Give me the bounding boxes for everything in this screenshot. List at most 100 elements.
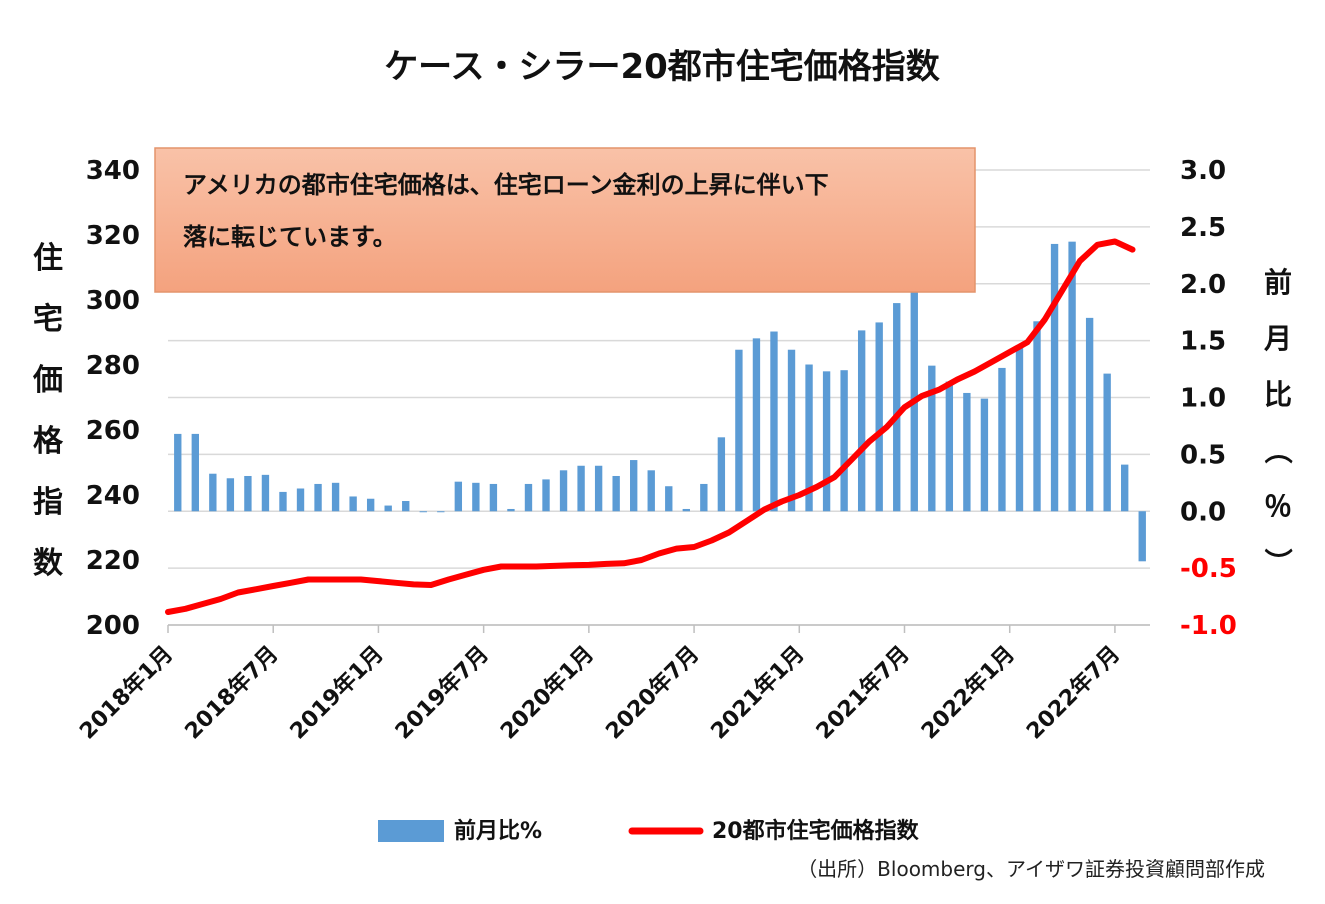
bar [489, 483, 498, 512]
bar [209, 473, 217, 512]
bar [735, 349, 743, 512]
y-left-label-char: 指 [33, 485, 63, 520]
y-right-tick-label: 3.0 [1180, 156, 1226, 186]
bar [630, 460, 638, 512]
y-left-tick-label: 280 [86, 351, 140, 381]
bar [366, 498, 375, 512]
bar [594, 465, 603, 512]
bar [174, 433, 182, 512]
y-right-label-char: ％ [1264, 490, 1292, 523]
y-left-label-char: 宅 [33, 302, 63, 337]
bar [787, 349, 796, 512]
bar [226, 478, 235, 512]
y-left-tick-label: 200 [86, 611, 140, 641]
bar [279, 491, 287, 512]
y-right-label-char: 月 [1263, 322, 1292, 355]
bar [1121, 464, 1129, 512]
bar [963, 392, 971, 512]
y-left-tick-label: 340 [86, 156, 140, 186]
bar [682, 508, 690, 512]
bar [980, 398, 989, 512]
bar [665, 486, 673, 512]
chart-title: ケース・シラー20都市住宅価格指数 [384, 47, 940, 87]
bar [577, 465, 585, 512]
y-axis-right: -1.0 -0.5 0.0 0.5 1.0 1.5 2.0 2.5 3.0 [1180, 156, 1237, 641]
bar [331, 482, 340, 512]
bar [928, 365, 936, 512]
bar [700, 483, 708, 512]
bar [542, 479, 550, 512]
bar [1033, 321, 1041, 512]
y-left-label-char: 数 [33, 546, 64, 581]
y-right-label-char: （ [1261, 436, 1294, 464]
y-left-tick-label: 240 [86, 481, 140, 511]
bar [1138, 511, 1146, 562]
y-right-tick-label: -0.5 [1180, 554, 1237, 584]
annotation-text-line-2: 落に転じています。 [183, 223, 397, 251]
legend: 前月比% 20都市住宅価格指数 [378, 818, 920, 844]
bar [910, 278, 918, 512]
bar [612, 475, 620, 512]
bar [1085, 317, 1094, 512]
bar-series [174, 241, 1146, 562]
y-right-tick-label: 0.5 [1180, 440, 1226, 470]
bar [419, 511, 427, 513]
y-axis-left: 200 220 240 260 280 300 320 340 [86, 156, 140, 641]
bar [384, 505, 392, 512]
y-left-tick-label: 220 [86, 546, 140, 576]
y-right-tick-label: 2.5 [1180, 213, 1226, 243]
bar [945, 381, 954, 512]
x-tick-label: 2020年7月 [601, 641, 705, 745]
bar [647, 470, 655, 512]
bar [261, 474, 270, 512]
bar [314, 483, 322, 512]
annotation-background [154, 147, 976, 293]
bar [454, 481, 463, 512]
bar [998, 367, 1006, 512]
y-left-tick-label: 260 [86, 416, 140, 446]
x-tick-label: 2018年1月 [75, 641, 179, 745]
bar [402, 501, 410, 512]
bar [559, 470, 568, 512]
legend-line-label: 20都市住宅価格指数 [712, 818, 920, 844]
y-right-tick-label: -1.0 [1180, 611, 1237, 641]
bar [507, 508, 515, 512]
bar [524, 483, 533, 512]
bar [717, 437, 726, 512]
bar [822, 371, 831, 512]
line-series-layer [165, 238, 1136, 615]
y-right-tick-label: 1.5 [1180, 327, 1226, 357]
annotation-text-line-1: アメリカの都市住宅価格は、住宅ローン金利の上昇に伴い下 [183, 171, 829, 199]
y-right-label-char: ） [1261, 548, 1294, 576]
bar [437, 511, 445, 513]
legend-bar-label: 前月比% [454, 818, 542, 844]
x-axis: 2018年1月 2018年7月 2019年1月 2019年7月 2020年1月 2020年… [75, 624, 1150, 745]
x-tick-label: 2021年7月 [811, 641, 915, 745]
y-right-tick-label: 1.0 [1180, 384, 1226, 414]
y-left-tick-label: 300 [86, 286, 140, 316]
y-left-label-char: 格 [33, 424, 64, 459]
bar [244, 475, 252, 512]
y-right-label-char: 前 [1264, 266, 1292, 299]
bar [770, 331, 778, 512]
y-right-tick-label: 2.0 [1180, 270, 1226, 300]
y-right-tick-label: 0.0 [1180, 497, 1226, 527]
y-right-label-char: 比 [1264, 378, 1292, 411]
bar [1103, 373, 1111, 512]
annotation-box: アメリカの都市住宅価格は、住宅ローン金利の上昇に伴い下 落に転じています。 [154, 147, 976, 293]
bar [1015, 346, 1024, 512]
y-left-tick-label: 320 [86, 221, 140, 251]
x-tick-label: 2019年1月 [285, 641, 389, 745]
x-tick-label: 2021年1月 [706, 641, 810, 745]
y-axis-left-label: 住宅価格指数 [32, 241, 64, 581]
bar [1050, 243, 1059, 512]
x-tick-label: 2018年7月 [180, 641, 284, 745]
x-tick-label: 2022年1月 [916, 641, 1020, 745]
bar [857, 330, 866, 512]
x-tick-label: 2019年7月 [390, 641, 494, 745]
bar [349, 496, 357, 512]
x-tick-label: 2020年1月 [495, 641, 599, 745]
bar [1068, 241, 1076, 512]
